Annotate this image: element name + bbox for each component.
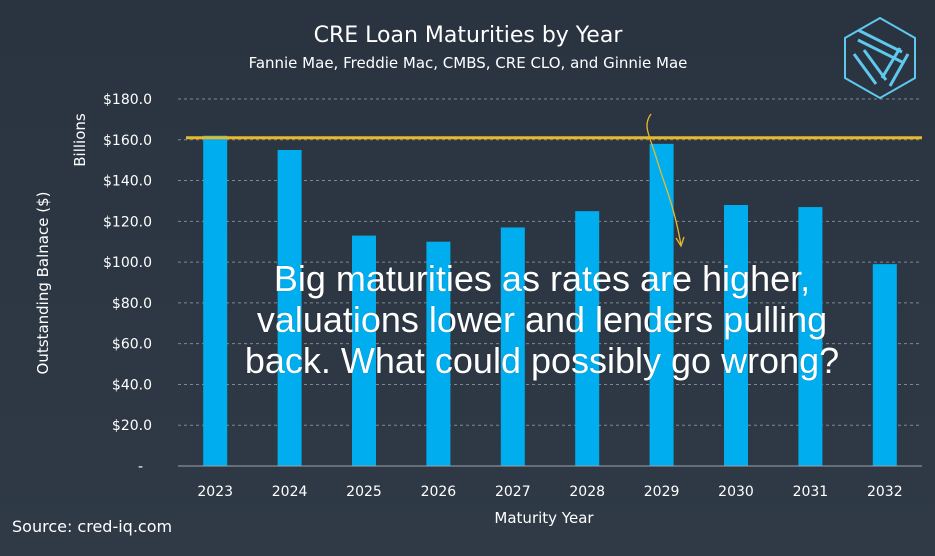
bar-2023: [203, 135, 228, 466]
hand-drawn-arrow: [646, 113, 682, 246]
x-tick-label: 2027: [495, 484, 531, 500]
y-tick-label: $40.0: [112, 377, 152, 393]
x-axis-ticks: 2023 2024 2025 2026 2027 2028 2029 2030 2031 2032: [197, 484, 902, 500]
x-tick-label: 2026: [421, 484, 457, 500]
gridlines: [178, 98, 922, 426]
x-tick-label: 2023: [197, 484, 233, 500]
bar-2027: [500, 227, 525, 466]
y-tick-label: $60.0: [112, 337, 152, 353]
x-tick-label: 2029: [644, 484, 680, 500]
y-axis-unit-label: Billions: [71, 113, 89, 167]
y-axis-ticks: - $20.0 $40.0 $60.0 $80.0 $100.0 $120.0 $140.0 $…: [103, 92, 152, 475]
x-tick-label: 2032: [867, 484, 903, 500]
bar-2030: [724, 205, 748, 466]
x-axis-title: Maturity Year: [494, 509, 594, 527]
y-tick-label: -: [138, 459, 143, 475]
y-tick-label: $100.0: [103, 255, 152, 271]
y-tick-label: $160.0: [103, 133, 152, 149]
bar-2028: [575, 211, 600, 466]
bar-2026: [426, 241, 451, 466]
annotation-overlay-text: Big maturities as rates are higher, valu…: [244, 258, 840, 381]
bar-2031: [798, 207, 823, 467]
x-tick-label: 2030: [718, 484, 754, 500]
x-tick-label: 2028: [569, 484, 605, 500]
hand-drawn-arrowhead: [675, 236, 685, 248]
cred-iq-logo-icon: [844, 16, 916, 100]
y-tick-label: $140.0: [103, 174, 152, 190]
bar-series: [203, 135, 897, 467]
y-tick-label: $120.0: [103, 214, 152, 230]
x-tick-label: 2031: [793, 484, 829, 500]
chart-subtitle: Fannie Mae, Freddie Mac, CMBS, CRE CLO, …: [249, 54, 688, 72]
x-tick-label: 2024: [272, 484, 308, 500]
x-tick-label: 2025: [346, 484, 382, 500]
bar-2025: [352, 235, 376, 466]
y-axis-title: Outstanding Balnace ($): [34, 192, 52, 375]
y-tick-label: $20.0: [112, 418, 152, 434]
bar-2024: [277, 149, 302, 466]
chart-title: CRE Loan Maturities by Year: [314, 23, 624, 48]
source-label: Source: cred-iq.com: [12, 517, 173, 536]
y-tick-label: $80.0: [112, 296, 152, 312]
bar-2032: [872, 264, 897, 466]
y-tick-label: $180.0: [103, 92, 152, 108]
